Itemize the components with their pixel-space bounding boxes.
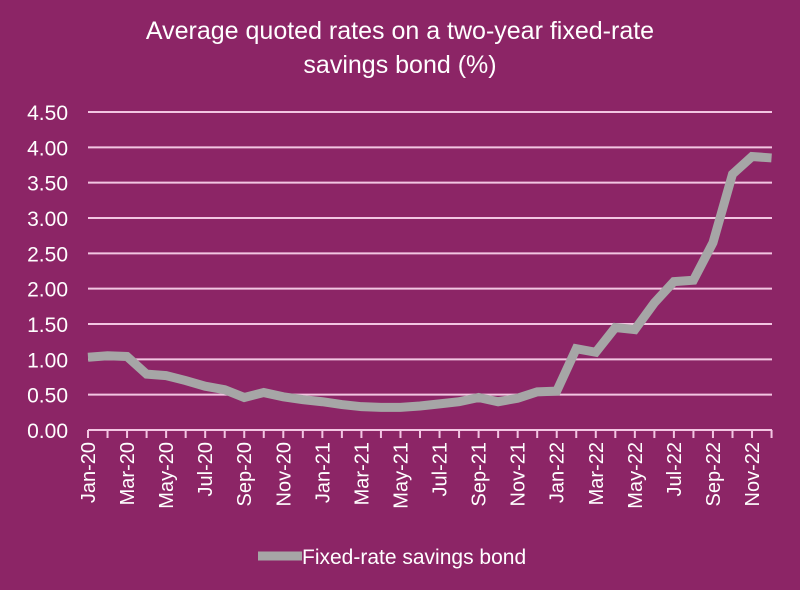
y-tick-label: 0.50 xyxy=(27,385,68,408)
y-tick-label: 1.00 xyxy=(27,349,68,372)
x-tick-label: Jan-22 xyxy=(547,442,569,503)
x-tick-label: Mar-20 xyxy=(117,442,139,505)
x-tick-label: Mar-21 xyxy=(351,442,373,505)
x-tick-label: Jul-22 xyxy=(664,442,686,496)
series-line xyxy=(87,151,772,412)
y-tick-label: 3.00 xyxy=(27,208,68,231)
x-tick-label: Jan-21 xyxy=(312,442,334,503)
x-tick-label: May-21 xyxy=(390,442,412,509)
x-tick-label: Nov-20 xyxy=(273,442,295,506)
y-tick-label: 2.00 xyxy=(27,279,68,302)
y-tick-label: 4.00 xyxy=(27,137,68,160)
x-tick-label: Nov-22 xyxy=(742,442,764,506)
x-tick-label: Sep-21 xyxy=(469,442,491,507)
y-tick-label: 0.00 xyxy=(27,420,68,443)
x-tick-label: Jul-20 xyxy=(195,442,217,496)
x-tick-label: Jul-21 xyxy=(430,442,452,496)
x-tick-label: Nov-21 xyxy=(508,442,530,506)
chart-title: Average quoted rates on a two-year fixed… xyxy=(0,14,800,82)
y-tick-label: 4.50 xyxy=(27,102,68,125)
legend-label: Fixed-rate savings bond xyxy=(302,546,526,569)
chart-title-line-1: Average quoted rates on a two-year fixed… xyxy=(145,17,655,45)
y-tick-label: 3.50 xyxy=(27,173,68,196)
x-tick-label: May-20 xyxy=(156,442,178,509)
y-tick-label: 1.50 xyxy=(27,314,68,337)
x-tick-label: Mar-22 xyxy=(586,442,608,505)
x-tick-label: Sep-20 xyxy=(234,442,256,507)
x-tick-label: May-22 xyxy=(625,442,647,509)
x-tick-label: Jan-20 xyxy=(78,442,100,503)
y-tick-label: 2.50 xyxy=(27,243,68,266)
chart-title-line-2: savings bond (%) xyxy=(303,51,497,79)
x-tick-label: Sep-22 xyxy=(703,442,725,507)
